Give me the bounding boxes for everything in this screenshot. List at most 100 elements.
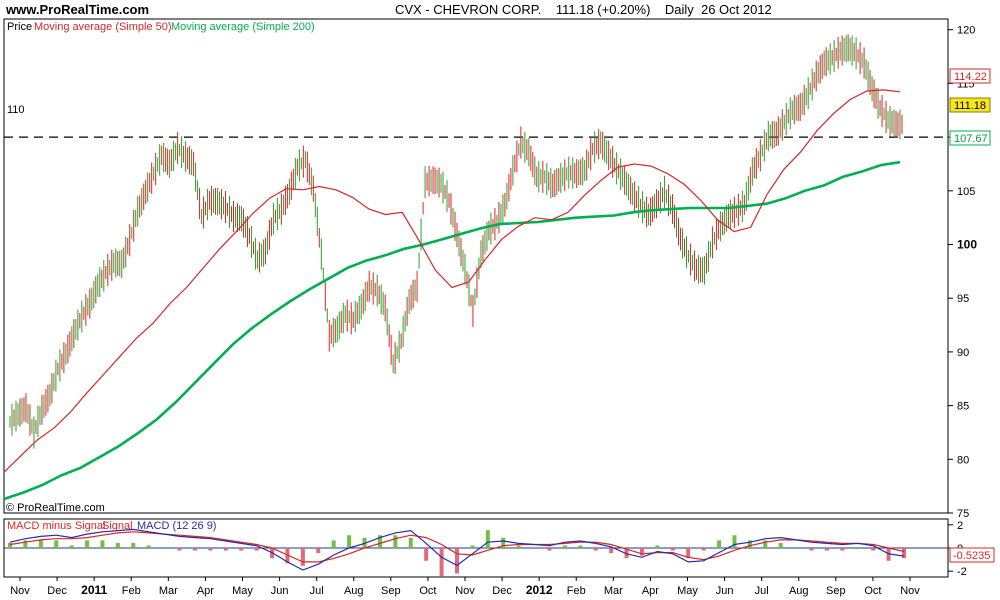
macd-hist-bar — [239, 548, 244, 551]
last-price-badge-text: 111.18 — [954, 100, 986, 112]
macd-hist-bar — [223, 548, 228, 551]
y-tick-label: 75 — [957, 508, 969, 520]
header-bar: www.ProRealTime.com CVX - CHEVRON CORP. … — [0, 0, 1000, 18]
ma200-line — [3, 160, 901, 501]
macd-y-tick-label: -2 — [957, 566, 967, 578]
macd-hist-bar — [809, 548, 814, 551]
x-tick-label: May — [677, 585, 698, 597]
macd-hist-bar — [162, 548, 167, 549]
x-tick-label: Mar — [604, 585, 623, 597]
y-tick-label: 85 — [957, 401, 969, 413]
macd-hist-bar — [686, 548, 691, 559]
macd-hist-bar — [300, 548, 305, 566]
y-tick-label: 90 — [957, 347, 969, 359]
macd-plot — [4, 528, 948, 577]
macd-hist-bar — [316, 548, 321, 554]
legend-signal: Signal — [102, 520, 133, 532]
ma50-line — [3, 89, 901, 473]
macd-hist-bar — [347, 535, 352, 548]
macd-hist-bar — [192, 548, 197, 551]
macd-hist-bar — [331, 540, 336, 548]
macd-hist-bar — [778, 542, 783, 548]
watermark: © ProRealTime.com — [6, 502, 105, 514]
ma200-badge-text: 107.67 — [954, 133, 988, 145]
macd-hist-bar — [377, 535, 382, 548]
legend-ma200: Moving average (Simple 200) — [171, 21, 315, 33]
x-axis: Nov Dec 2011 Feb Mar Apr May Jun Jul Aug Sep Oct Nov… — [10, 577, 920, 597]
macd-hist-bar — [115, 542, 120, 548]
last-price-badge — [949, 97, 991, 113]
macd-hist-bar — [624, 548, 629, 559]
macd-hist-bar — [840, 548, 845, 551]
macd-hist-bar — [485, 530, 490, 548]
x-tick-label: Oct — [864, 585, 881, 597]
ma200-badge — [949, 130, 991, 146]
macd-hist-bar — [424, 548, 429, 561]
x-tick-label: Jun — [271, 585, 289, 597]
price-plot — [3, 34, 948, 501]
macd-line — [9, 528, 905, 571]
macd-hist-bar — [701, 548, 706, 551]
x-tick-label: Sep — [826, 585, 846, 597]
macd-hist-bar — [516, 545, 521, 548]
y-tick-label: 105 — [957, 186, 975, 198]
macd-hist-bar — [146, 545, 151, 548]
macd-hist-bar — [54, 540, 59, 548]
macd-hist-bar — [578, 545, 583, 548]
macd-hist-bar — [763, 540, 768, 548]
x-tick-label: Jun — [716, 585, 734, 597]
legend-price: Price — [7, 21, 32, 33]
macd-hist-bar — [393, 535, 398, 548]
x-tick-label: Jul — [310, 585, 324, 597]
macd-hist-bar — [609, 548, 614, 554]
macd-hist-bar — [532, 548, 537, 549]
x-tick-label: Oct — [419, 585, 436, 597]
x-tick-label: Apr — [197, 585, 214, 597]
macd-hist-bar — [254, 548, 259, 551]
macd-hist-bar — [747, 540, 752, 548]
macd-hist-bar — [794, 548, 799, 549]
legend-ma50: Moving average (Simple 50) — [34, 21, 172, 33]
macd-hist-bar — [470, 545, 475, 548]
chart-title: CVX - CHEVRON CORP. 111.18 (+0.20%) Dail… — [395, 2, 772, 17]
x-tick-label: Nov — [10, 585, 30, 597]
macd-hist-bar — [455, 548, 459, 574]
y-tick-label: 120 — [957, 25, 975, 37]
macd-hist-bar — [208, 548, 213, 551]
legend-macd: MACD (12 26 9) — [137, 520, 216, 532]
ma50-badge — [949, 68, 991, 84]
macd-hist-bar — [871, 548, 876, 551]
y-tick-label: 80 — [957, 454, 969, 466]
macd-hist-bar — [593, 548, 598, 551]
macd-hist-bar — [439, 548, 444, 577]
macd-hist-bar — [732, 535, 737, 548]
macd-hist-bar — [501, 537, 506, 548]
x-tick-label: Jul — [755, 585, 769, 597]
legend-macd-hist: MACD minus Signal — [7, 520, 105, 532]
macd-hist-bar — [717, 540, 722, 548]
x-tick-label: 2012 — [526, 583, 553, 597]
ma50-badge-text: 114.22 — [954, 71, 987, 83]
macd-hist-bar — [69, 545, 74, 548]
y-tick-label: 95 — [957, 293, 969, 305]
x-tick-label: Dec — [47, 585, 67, 597]
macd-hist-bar — [8, 542, 12, 548]
site-name: www.ProRealTime.com — [6, 2, 150, 17]
x-tick-label: 2011 — [81, 583, 107, 597]
macd-y-tick-label: 2 — [957, 520, 963, 532]
macd-hist-bar — [655, 545, 660, 548]
x-tick-label: Mar — [159, 585, 178, 597]
x-tick-label: May — [232, 585, 253, 597]
macd-badge-text: -0.5235 — [953, 550, 990, 562]
x-tick-label: Sep — [381, 585, 401, 597]
hline-label: 110 — [7, 104, 25, 116]
macd-hist-bar — [547, 548, 552, 551]
y-tick-label: 100 — [957, 238, 977, 252]
macd-hist-bar — [562, 545, 567, 548]
macd-hist-bar — [902, 548, 906, 559]
macd-hist-bar — [131, 542, 136, 548]
macd-hist-bar — [670, 548, 675, 551]
x-tick-label: Feb — [567, 585, 586, 597]
x-tick-label: Aug — [789, 585, 809, 597]
